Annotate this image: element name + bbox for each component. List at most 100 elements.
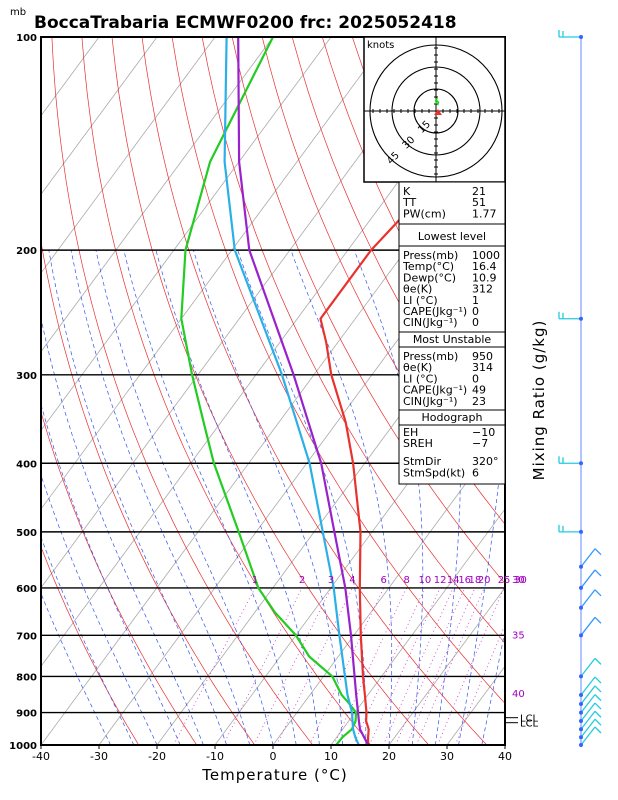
wind-barb-dot — [579, 743, 583, 747]
moist-adiabat-line — [48, 250, 227, 745]
moist-adiabat-line — [193, 249, 343, 745]
pressure-tick-label: 200 — [16, 246, 37, 257]
mixing-ratio-line — [406, 587, 476, 745]
hodograph-index-label: StmSpd(kt) — [403, 466, 465, 479]
pressure-tick-label: 900 — [16, 709, 37, 720]
theta-label: 35 — [512, 630, 525, 641]
moist-adiabat-line — [237, 249, 367, 745]
wind-barb-dot — [579, 316, 583, 321]
right-axis-label: Mixing Ratio (g/kg) — [530, 320, 548, 481]
wind-barb — [580, 718, 596, 738]
lowest-level-index-value: 10.9 — [472, 271, 497, 284]
moist-adiabat-line — [41, 474, 158, 745]
mixing-ratio-label: 4 — [349, 575, 355, 586]
wind-barb-flag — [594, 710, 602, 718]
wind-barb-flag — [594, 676, 602, 684]
wind-barb — [580, 702, 596, 722]
moist-adiabat-line — [155, 250, 320, 745]
most-unstable-index-value: 0 — [472, 372, 479, 385]
series-line-virtual-temperature — [223, 37, 360, 745]
y-unit-label: mb — [10, 7, 26, 18]
isotherm-line — [41, 37, 332, 432]
most-unstable-index-label: LI (°C) — [403, 372, 438, 385]
wind-barb-dot — [579, 564, 583, 569]
isotherm-line — [388, 586, 505, 745]
pressure-tick-label: 300 — [16, 371, 37, 382]
mixing-ratio-line — [333, 587, 407, 745]
pressure-tick-label: 1000 — [9, 741, 37, 752]
x-tick-label: 20 — [382, 750, 396, 763]
wind-barb-dot — [579, 529, 583, 534]
wind-barb-dot — [579, 735, 583, 740]
lowest-level-index-value: 1 — [472, 294, 479, 307]
wind-barb — [580, 685, 596, 705]
isotherm-line — [330, 508, 505, 745]
series-line-parcel — [237, 37, 370, 745]
chart-title: BoccaTrabaria ECMWF0200 frc: 2025052418 — [34, 13, 457, 33]
lowest-level-index-label: Dewp(°C) — [403, 271, 456, 284]
mixing-ratio-label: 2 — [299, 575, 305, 586]
dry-adiabat-line — [171, 37, 505, 704]
axis-ticks: -40 -30 -20 -10 0 10 20 30 401002003004005006007… — [9, 33, 512, 763]
mixing-ratio-label: 18 — [469, 575, 482, 586]
moist-adiabat-line — [123, 250, 297, 745]
lowest-level-index-value: 1000 — [472, 249, 500, 262]
dry-adiabat-line — [111, 37, 429, 745]
wind-barb-flag — [594, 685, 602, 693]
dry-adiabat-line — [81, 37, 371, 745]
lowest-level-index-label: CAPE(Jkg⁻¹) — [403, 305, 467, 318]
dry-adiabat-line — [41, 545, 140, 745]
moist-adiabat-line — [41, 592, 111, 745]
wind-barb-dot — [579, 585, 583, 590]
dry-adiabat-line — [593, 37, 618, 745]
x-tick-label: -20 — [148, 750, 166, 763]
mixing-ratio-line — [416, 587, 485, 745]
theta-label: 40 — [512, 689, 525, 700]
storm-motion-marker — [434, 109, 442, 115]
mixing-ratio-label: 3 — [328, 575, 334, 586]
isotherms — [41, 37, 505, 745]
hodograph-index-label: SREH — [403, 437, 433, 450]
mixing-ratio-label: 6 — [381, 575, 387, 586]
isotherm-line — [41, 37, 390, 510]
wind-barb — [580, 616, 596, 636]
mixing-ratio-label: 8 — [403, 575, 409, 586]
wind-barb-dot — [579, 605, 583, 610]
mixing-ratio-label: 14 — [447, 575, 460, 586]
lowest-level-index-value: 16.4 — [472, 260, 497, 273]
pressure-tick-label: 800 — [16, 672, 37, 683]
wind-barb-flag — [594, 694, 602, 702]
hodograph-unit: knots — [367, 40, 394, 51]
moist-adiabat-line — [290, 249, 393, 745]
moist-adiabat-line — [458, 250, 505, 745]
lcl-label: LCL — [520, 714, 539, 725]
plot-area — [41, 37, 618, 745]
hodograph-trace — [434, 97, 440, 106]
dry-adiabat-line — [201, 37, 505, 644]
index-box — [398, 331, 506, 411]
wind-barb-flag — [594, 726, 602, 734]
x-axis-label: Temperature (°C) — [201, 766, 347, 784]
most-unstable-index-value: 49 — [472, 384, 486, 397]
wind-barb — [580, 589, 596, 609]
x-tick-label: 30 — [440, 750, 454, 763]
moist-adiabat-line — [41, 316, 204, 745]
hodograph-index-label: StmDir — [403, 455, 442, 468]
hodograph-index-title: Hodograph — [422, 411, 483, 424]
mixing-ratio-label: 16 — [458, 575, 471, 586]
mixing-ratio-label: 10 — [419, 575, 432, 586]
profile-series — [180, 37, 505, 745]
x-tick-label: -10 — [206, 750, 224, 763]
moist-adiabat-line — [95, 250, 274, 745]
wind-barb — [580, 657, 596, 677]
wind-barb-dot — [579, 719, 583, 724]
dry-adiabats — [41, 37, 618, 745]
dry-adiabat-line — [563, 37, 618, 745]
mixing-ratio-label: 1 — [252, 575, 258, 586]
mixing-ratio-label: 12 — [434, 575, 447, 586]
dry-adiabat-line — [231, 37, 505, 585]
lowest-level-index-label: Temp(°C) — [402, 260, 454, 273]
index-box — [398, 223, 506, 333]
